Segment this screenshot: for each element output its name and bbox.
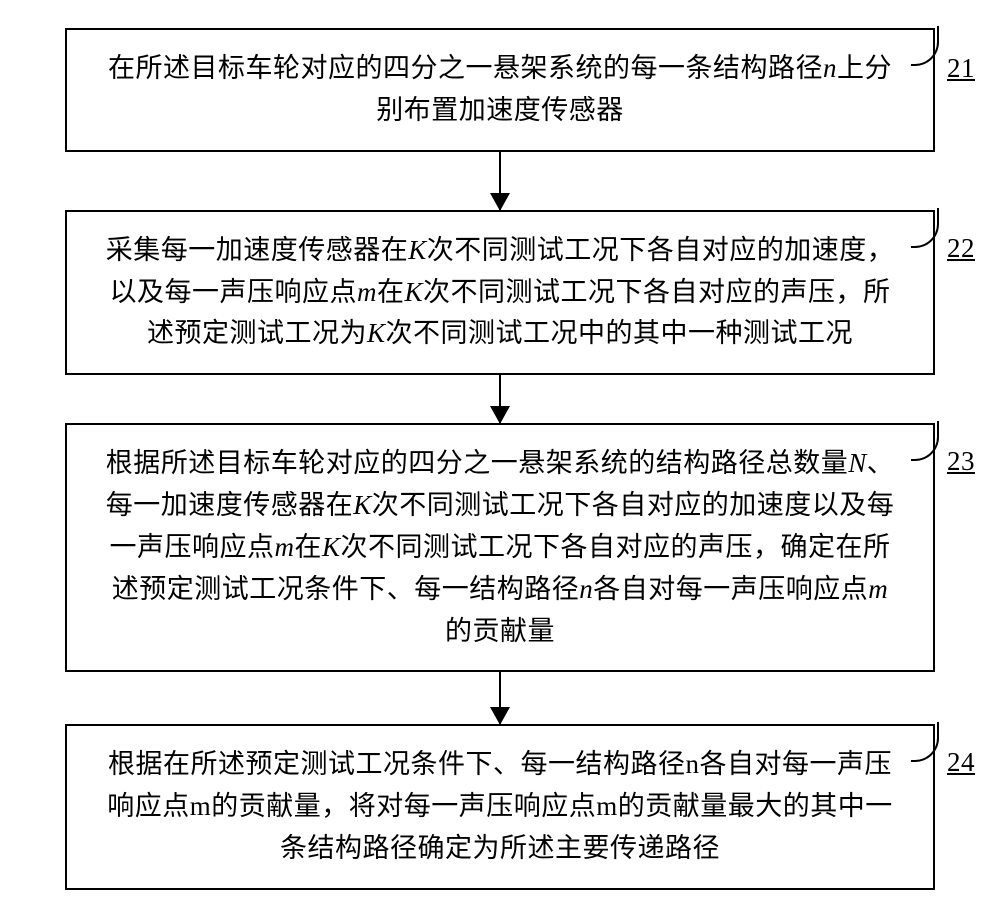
step-box-24: 根据在所述预定测试工况条件下、每一结构路径n各自对每一声压响应点m的贡献量，将对… — [65, 724, 935, 890]
label-hook-21 — [911, 26, 939, 66]
label-hook-24 — [911, 722, 939, 762]
step-text-24: 根据在所述预定测试工况条件下、每一结构路径n各自对每一声压响应点m的贡献量，将对… — [107, 749, 893, 863]
step-text-23: 根据所述目标车轮对应的四分之一悬架系统的结构路径总数量N、每一加速度传感器在K次… — [106, 448, 895, 645]
label-hook-23 — [911, 421, 939, 461]
step-label-23: 23 — [947, 441, 975, 483]
step-box-21: 在所述目标车轮对应的四分之一悬架系统的每一条结构路径n上分别布置加速度传感器 2… — [65, 28, 935, 152]
label-hook-22 — [911, 208, 939, 248]
step-label-21: 21 — [947, 48, 975, 90]
arrow-21-22 — [499, 152, 502, 210]
flowchart-container: 在所述目标车轮对应的四分之一悬架系统的每一条结构路径n上分别布置加速度传感器 2… — [50, 28, 950, 890]
arrow-23-24 — [499, 672, 502, 724]
step-label-24: 24 — [947, 742, 975, 784]
step-text-21: 在所述目标车轮对应的四分之一悬架系统的每一条结构路径n上分别布置加速度传感器 — [108, 53, 892, 125]
step-box-22: 采集每一加速度传感器在K次不同测试工况下各自对应的加速度，以及每一声压响应点m在… — [65, 210, 935, 376]
step-box-23: 根据所述目标车轮对应的四分之一悬架系统的结构路径总数量N、每一加速度传感器在K次… — [65, 423, 935, 672]
step-label-22: 22 — [947, 228, 975, 270]
arrow-22-23 — [499, 375, 502, 423]
step-text-22: 采集每一加速度传感器在K次不同测试工况下各自对应的加速度，以及每一声压响应点m在… — [106, 235, 895, 349]
